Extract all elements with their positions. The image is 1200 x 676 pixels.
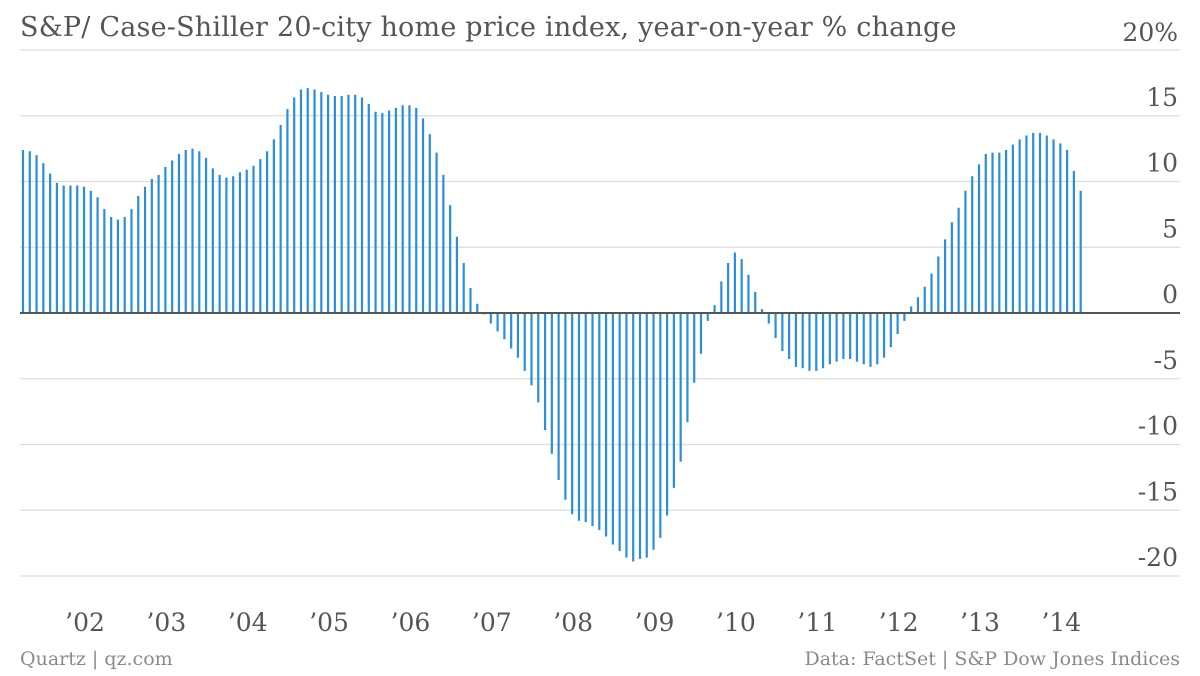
y-tick-label: -15 <box>1138 477 1178 506</box>
x-tick-label: ’09 <box>635 608 675 637</box>
y-tick-label: 20% <box>1122 18 1178 47</box>
x-tick-label: ’11 <box>797 608 837 637</box>
y-tick-label: 0 <box>1162 280 1178 309</box>
x-tick-label: ’02 <box>65 608 105 637</box>
source-credit-right: Data: FactSet | S&P Dow Jones Indices <box>804 648 1180 670</box>
x-axis-ticks: ’02 ’03 ’04 ’05 ’06 ’07 ’08 ’09 ’10 ’11 ’12 ’13 ’14 <box>65 608 1081 637</box>
x-tick-label: ’12 <box>879 608 919 637</box>
x-tick-label: ’03 <box>146 608 186 637</box>
y-tick-label: -20 <box>1138 543 1178 572</box>
bar-series <box>21 88 1082 562</box>
y-tick-label: 5 <box>1162 214 1178 243</box>
y-tick-label: -5 <box>1154 346 1178 375</box>
x-tick-label: ’04 <box>228 608 268 637</box>
x-tick-label: ’10 <box>716 608 756 637</box>
x-tick-label: ’13 <box>960 608 1000 637</box>
x-tick-label: ’05 <box>309 608 349 637</box>
x-tick-label: ’07 <box>472 608 512 637</box>
y-tick-label: -10 <box>1138 412 1178 441</box>
y-tick-label: 10 <box>1146 149 1178 178</box>
chart-title: S&P/ Case-Shiller 20-city home price ind… <box>20 12 957 43</box>
x-tick-label: ’08 <box>553 608 593 637</box>
source-credit-left: Quartz | qz.com <box>20 648 173 670</box>
x-tick-label: ’14 <box>1041 608 1081 637</box>
y-tick-label: 15 <box>1146 83 1178 112</box>
y-axis-ticks: 20% 15 10 5 0 -5 -10 -15 -20 <box>1122 18 1178 572</box>
x-tick-label: ’06 <box>391 608 431 637</box>
